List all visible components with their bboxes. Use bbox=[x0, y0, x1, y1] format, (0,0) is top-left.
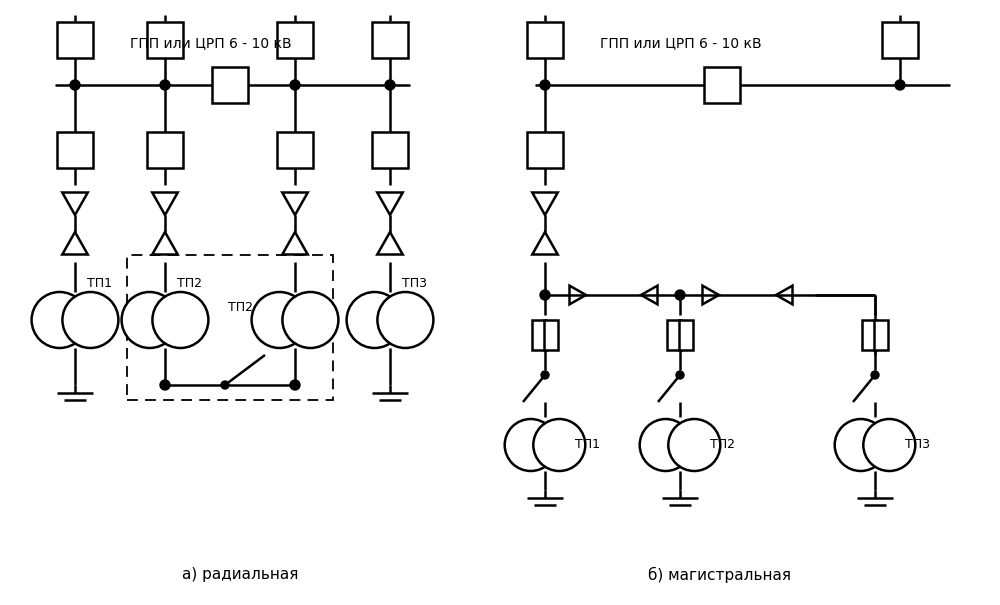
Circle shape bbox=[871, 371, 879, 379]
Text: ТП2: ТП2 bbox=[228, 301, 252, 314]
Bar bbox=[372, 22, 408, 58]
Circle shape bbox=[676, 371, 684, 379]
Text: а) радиальная: а) радиальная bbox=[182, 567, 298, 583]
Text: ТП3: ТП3 bbox=[402, 277, 427, 290]
Circle shape bbox=[385, 80, 395, 90]
Circle shape bbox=[675, 290, 685, 300]
Circle shape bbox=[290, 80, 300, 90]
Bar bbox=[544, 320, 558, 350]
Circle shape bbox=[32, 292, 88, 348]
Circle shape bbox=[252, 292, 308, 348]
Circle shape bbox=[122, 292, 178, 348]
Circle shape bbox=[668, 419, 720, 471]
Bar bbox=[527, 22, 563, 58]
Circle shape bbox=[640, 419, 692, 471]
Circle shape bbox=[152, 292, 208, 348]
Circle shape bbox=[541, 371, 549, 379]
Bar bbox=[882, 22, 918, 58]
Circle shape bbox=[505, 419, 557, 471]
Circle shape bbox=[290, 380, 300, 390]
Text: ТП1: ТП1 bbox=[87, 277, 112, 290]
Bar bbox=[372, 132, 408, 168]
Circle shape bbox=[347, 292, 403, 348]
Circle shape bbox=[70, 80, 80, 90]
Circle shape bbox=[863, 419, 915, 471]
Text: ТП2: ТП2 bbox=[177, 277, 202, 290]
Circle shape bbox=[160, 380, 170, 390]
Text: ГПП или ЦРП 6 - 10 кВ: ГПП или ЦРП 6 - 10 кВ bbox=[600, 36, 762, 50]
Text: ТП3: ТП3 bbox=[905, 439, 930, 451]
Bar bbox=[212, 67, 248, 103]
Bar bbox=[57, 132, 93, 168]
Bar bbox=[874, 320, 888, 350]
Circle shape bbox=[533, 419, 585, 471]
Text: ТП2: ТП2 bbox=[710, 439, 735, 451]
Bar bbox=[862, 320, 876, 350]
Bar bbox=[679, 320, 693, 350]
Circle shape bbox=[895, 80, 905, 90]
Text: ГПП или ЦРП 6 - 10 кВ: ГПП или ЦРП 6 - 10 кВ bbox=[130, 36, 292, 50]
Circle shape bbox=[221, 381, 229, 389]
Bar bbox=[704, 67, 740, 103]
Circle shape bbox=[540, 290, 550, 300]
Text: б) магистральная: б) магистральная bbox=[648, 567, 792, 583]
Bar bbox=[527, 132, 563, 168]
Circle shape bbox=[282, 292, 338, 348]
Bar bbox=[147, 22, 183, 58]
Circle shape bbox=[540, 80, 550, 90]
Bar bbox=[277, 132, 313, 168]
Bar bbox=[667, 320, 681, 350]
Circle shape bbox=[62, 292, 118, 348]
Bar bbox=[532, 320, 546, 350]
Bar bbox=[127, 255, 333, 400]
Circle shape bbox=[377, 292, 433, 348]
Circle shape bbox=[160, 80, 170, 90]
Bar bbox=[147, 132, 183, 168]
Bar bbox=[57, 22, 93, 58]
Circle shape bbox=[835, 419, 887, 471]
Text: ТП1: ТП1 bbox=[575, 439, 600, 451]
Bar bbox=[277, 22, 313, 58]
